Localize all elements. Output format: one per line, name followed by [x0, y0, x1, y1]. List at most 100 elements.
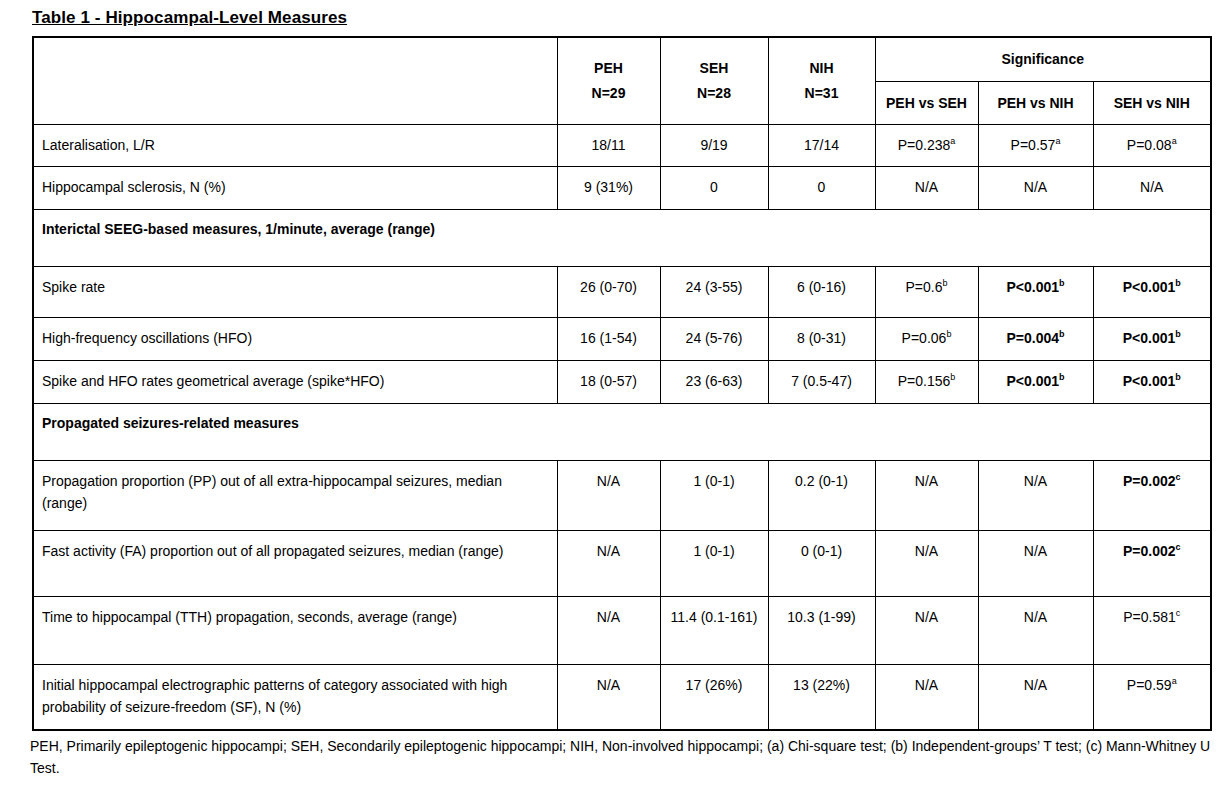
- col-header-nih: NIH N=31: [768, 37, 875, 124]
- cell-value: P<0.001: [1123, 279, 1176, 295]
- table-row: Time to hippocampal (TTH) propagation, s…: [33, 596, 1211, 664]
- cell-value: 8 (0-31): [797, 330, 846, 346]
- row-label: Spike and HFO rates geometrical average …: [33, 360, 557, 403]
- col-header-name: SEH: [665, 56, 764, 81]
- cell-value: 6 (0-16): [797, 279, 846, 295]
- value-cell: N/A: [978, 664, 1093, 730]
- value-cell: P=0.238a: [875, 124, 978, 166]
- value-cell: 24 (3-55): [660, 266, 768, 317]
- footnote-marker: b: [946, 329, 951, 339]
- document-page: Table 1 - Hippocampal-Level Measures PEH…: [0, 0, 1224, 798]
- value-cell: N/A: [557, 460, 660, 530]
- value-cell: N/A: [978, 530, 1093, 596]
- value-cell: P=0.57a: [978, 124, 1093, 166]
- significance-header: Significance: [875, 37, 1211, 81]
- value-cell: 18 (0-57): [557, 360, 660, 403]
- row-label: Time to hippocampal (TTH) propagation, s…: [33, 596, 557, 664]
- cell-value: N/A: [597, 473, 620, 489]
- value-cell: N/A: [978, 596, 1093, 664]
- cell-value: N/A: [1140, 179, 1163, 195]
- value-cell: 0 (0-1): [768, 530, 875, 596]
- value-cell: N/A: [978, 460, 1093, 530]
- col-header-peh-vs-seh: PEH vs SEH: [875, 81, 978, 124]
- cell-value: N/A: [915, 677, 938, 693]
- cell-value: P=0.08: [1127, 137, 1172, 153]
- footnote-marker: c: [1176, 542, 1181, 552]
- value-cell: N/A: [875, 460, 978, 530]
- cell-value: P=0.002: [1123, 473, 1176, 489]
- cell-value: 7 (0.5-47): [791, 373, 852, 389]
- footnote-marker: c: [1176, 472, 1181, 482]
- table-row: Initial hippocampal electrographic patte…: [33, 664, 1211, 730]
- value-cell: 0: [660, 166, 768, 209]
- table-body: Lateralisation, L/R18/119/1917/14P=0.238…: [33, 124, 1211, 730]
- col-header-n: N=31: [773, 81, 871, 106]
- col-header-peh: PEH N=29: [557, 37, 660, 124]
- cell-value: 26 (0-70): [580, 279, 637, 295]
- cell-value: P<0.001: [1006, 373, 1059, 389]
- value-cell: 10.3 (1-99): [768, 596, 875, 664]
- value-cell: N/A: [557, 530, 660, 596]
- row-label: High-frequency oscillations (HFO): [33, 317, 557, 360]
- table-row: Hippocampal sclerosis, N (%)9 (31%)00N/A…: [33, 166, 1211, 209]
- col-header-name: PEH: [562, 56, 656, 81]
- table-title: Table 1 - Hippocampal-Level Measures: [32, 8, 1210, 28]
- value-cell: P=0.002c: [1093, 460, 1211, 530]
- cell-value: P=0.581: [1123, 609, 1176, 625]
- value-cell: P<0.001b: [1093, 317, 1211, 360]
- value-cell: P=0.6b: [875, 266, 978, 317]
- col-header-peh-vs-nih: PEH vs NIH: [978, 81, 1093, 124]
- section-title: Propagated seizures-related measures: [33, 403, 1211, 460]
- measures-table: PEH N=29 SEH N=28 NIH N=31 Significance …: [32, 36, 1212, 731]
- cell-value: P=0.57: [1011, 137, 1056, 153]
- value-cell: P<0.001b: [1093, 266, 1211, 317]
- cell-value: P<0.001: [1123, 373, 1176, 389]
- cell-value: N/A: [1024, 543, 1047, 559]
- cell-value: 10.3 (1-99): [787, 609, 855, 625]
- cell-value: N/A: [915, 179, 938, 195]
- col-header-seh-vs-nih: SEH vs NIH: [1093, 81, 1211, 124]
- value-cell: 0.2 (0-1): [768, 460, 875, 530]
- cell-value: N/A: [915, 609, 938, 625]
- cell-value: 1 (0-1): [693, 473, 734, 489]
- cell-value: N/A: [1024, 609, 1047, 625]
- value-cell: N/A: [875, 664, 978, 730]
- cell-value: 18 (0-57): [580, 373, 637, 389]
- value-cell: 1 (0-1): [660, 460, 768, 530]
- cell-value: 9/19: [700, 137, 727, 153]
- table-row: Propagation proportion (PP) out of all e…: [33, 460, 1211, 530]
- cell-value: P=0.06: [902, 330, 947, 346]
- cell-value: 0: [818, 179, 826, 195]
- value-cell: N/A: [1093, 166, 1211, 209]
- row-label: Hippocampal sclerosis, N (%): [33, 166, 557, 209]
- value-cell: 16 (1-54): [557, 317, 660, 360]
- section-row: Interictal SEEG-based measures, 1/minute…: [33, 209, 1211, 266]
- footnote-marker: b: [950, 372, 955, 382]
- cell-value: 23 (6-63): [686, 373, 743, 389]
- table-row: Lateralisation, L/R18/119/1917/14P=0.238…: [33, 124, 1211, 166]
- footnote-marker: b: [1059, 278, 1065, 288]
- footnote-marker: b: [1059, 329, 1065, 339]
- col-header-n: N=29: [562, 81, 656, 106]
- value-cell: P=0.156b: [875, 360, 978, 403]
- footnote-marker: a: [950, 136, 955, 146]
- cell-value: P=0.156: [898, 373, 951, 389]
- value-cell: 18/11: [557, 124, 660, 166]
- value-cell: 6 (0-16): [768, 266, 875, 317]
- cell-value: 16 (1-54): [580, 330, 637, 346]
- value-cell: P=0.004b: [978, 317, 1093, 360]
- value-cell: P=0.08a: [1093, 124, 1211, 166]
- cell-value: 24 (3-55): [686, 279, 743, 295]
- cell-value: 17/14: [804, 137, 839, 153]
- value-cell: 17 (26%): [660, 664, 768, 730]
- cell-value: 0 (0-1): [801, 543, 842, 559]
- cell-value: N/A: [915, 543, 938, 559]
- row-label: Spike rate: [33, 266, 557, 317]
- cell-value: 13 (22%): [793, 677, 850, 693]
- value-cell: 1 (0-1): [660, 530, 768, 596]
- table-row: Spike rate 26 (0-70) 24 (3-55) 6 (0-16) P=0.…: [33, 266, 1211, 317]
- value-cell: N/A: [875, 596, 978, 664]
- cell-value: 18/11: [592, 137, 626, 153]
- cell-value: N/A: [597, 609, 620, 625]
- col-header-name: NIH: [773, 56, 871, 81]
